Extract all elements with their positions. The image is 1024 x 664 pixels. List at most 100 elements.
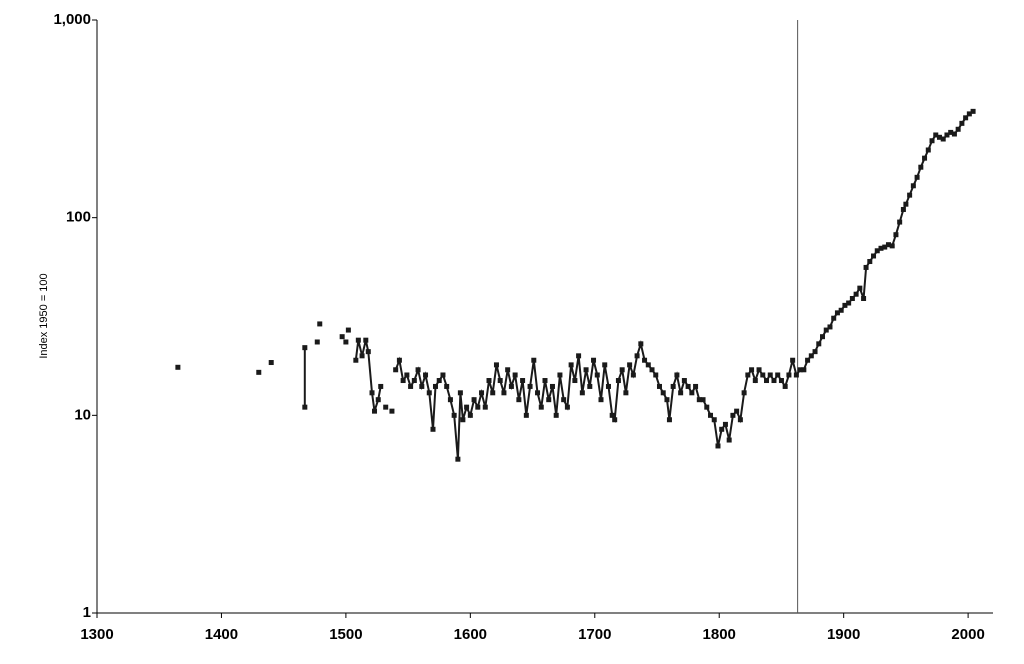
data-point bbox=[722, 421, 728, 427]
data-point bbox=[730, 412, 736, 418]
data-point bbox=[670, 383, 676, 389]
data-point bbox=[355, 337, 361, 343]
data-point bbox=[268, 360, 274, 366]
data-point bbox=[432, 383, 438, 389]
data-point bbox=[457, 390, 463, 396]
data-point bbox=[609, 412, 615, 418]
data-point bbox=[531, 357, 537, 363]
data-point bbox=[786, 372, 792, 378]
data-point bbox=[849, 295, 855, 301]
data-point bbox=[685, 383, 691, 389]
data-point bbox=[561, 397, 567, 403]
data-point bbox=[656, 383, 662, 389]
data-point bbox=[587, 383, 593, 389]
data-point bbox=[925, 147, 931, 153]
data-point bbox=[591, 357, 597, 363]
data-point bbox=[365, 349, 371, 355]
data-point bbox=[568, 362, 574, 368]
y-tick-label: 10 bbox=[74, 406, 91, 423]
data-point bbox=[393, 367, 399, 373]
data-point bbox=[820, 334, 826, 340]
data-point bbox=[430, 426, 436, 432]
data-point bbox=[871, 253, 877, 259]
data-point bbox=[369, 390, 375, 396]
data-point bbox=[889, 243, 895, 249]
x-tick-label: 1500 bbox=[329, 626, 362, 643]
data-point bbox=[436, 378, 442, 384]
data-point bbox=[666, 417, 672, 423]
x-tick-label: 1400 bbox=[205, 626, 238, 643]
data-point bbox=[681, 378, 687, 384]
data-point bbox=[455, 456, 461, 462]
data-point bbox=[741, 390, 747, 396]
y-tick-label: 100 bbox=[66, 209, 91, 226]
data-point bbox=[383, 404, 389, 410]
data-point bbox=[493, 362, 499, 368]
data-point bbox=[933, 132, 939, 138]
data-point bbox=[497, 378, 503, 384]
data-point bbox=[790, 357, 796, 363]
data-point bbox=[752, 378, 758, 384]
data-point bbox=[775, 372, 781, 378]
data-point bbox=[467, 412, 473, 418]
data-point bbox=[634, 353, 640, 359]
data-point bbox=[970, 108, 976, 114]
x-tick-label: 1800 bbox=[703, 626, 736, 643]
data-point bbox=[696, 397, 702, 403]
data-point bbox=[882, 244, 888, 250]
data-point bbox=[256, 369, 262, 375]
x-tick-label: 1700 bbox=[578, 626, 611, 643]
data-point bbox=[451, 412, 457, 418]
data-point bbox=[936, 134, 942, 140]
x-tick-label: 1900 bbox=[827, 626, 860, 643]
data-point bbox=[363, 337, 369, 343]
data-point bbox=[834, 310, 840, 316]
data-point bbox=[642, 357, 648, 363]
data-point bbox=[812, 349, 818, 355]
data-point bbox=[408, 383, 414, 389]
data-point bbox=[375, 397, 381, 403]
data-point bbox=[482, 404, 488, 410]
data-point bbox=[704, 404, 710, 410]
data-point bbox=[760, 372, 766, 378]
data-point bbox=[486, 378, 492, 384]
data-point bbox=[623, 390, 629, 396]
data-point bbox=[512, 372, 518, 378]
data-point bbox=[440, 372, 446, 378]
data-point bbox=[520, 378, 526, 384]
data-point bbox=[726, 437, 732, 443]
data-point bbox=[878, 245, 884, 251]
data-point bbox=[583, 367, 589, 373]
data-point bbox=[615, 378, 621, 384]
data-point bbox=[797, 367, 803, 373]
data-point bbox=[353, 357, 359, 363]
data-point bbox=[816, 341, 822, 347]
data-point bbox=[645, 362, 651, 368]
data-point bbox=[649, 367, 655, 373]
data-point bbox=[767, 372, 773, 378]
data-point bbox=[719, 426, 725, 432]
data-point bbox=[918, 164, 924, 170]
data-point bbox=[660, 390, 666, 396]
data-point bbox=[549, 383, 555, 389]
data-point bbox=[444, 383, 450, 389]
data-point bbox=[612, 417, 618, 423]
data-point bbox=[359, 353, 365, 359]
data-point bbox=[460, 417, 466, 423]
data-point bbox=[535, 390, 541, 396]
data-point bbox=[302, 345, 308, 351]
data-point bbox=[903, 201, 909, 207]
data-point bbox=[501, 390, 507, 396]
data-point bbox=[345, 327, 351, 333]
data-point bbox=[944, 132, 950, 138]
y-tick-label: 1 bbox=[83, 604, 91, 621]
data-point bbox=[630, 372, 636, 378]
data-line bbox=[303, 110, 974, 460]
data-point bbox=[419, 383, 425, 389]
data-point bbox=[674, 372, 680, 378]
data-point bbox=[778, 378, 784, 384]
data-point bbox=[922, 155, 928, 161]
data-point bbox=[475, 404, 481, 410]
data-point bbox=[715, 443, 721, 449]
data-point bbox=[897, 219, 903, 225]
